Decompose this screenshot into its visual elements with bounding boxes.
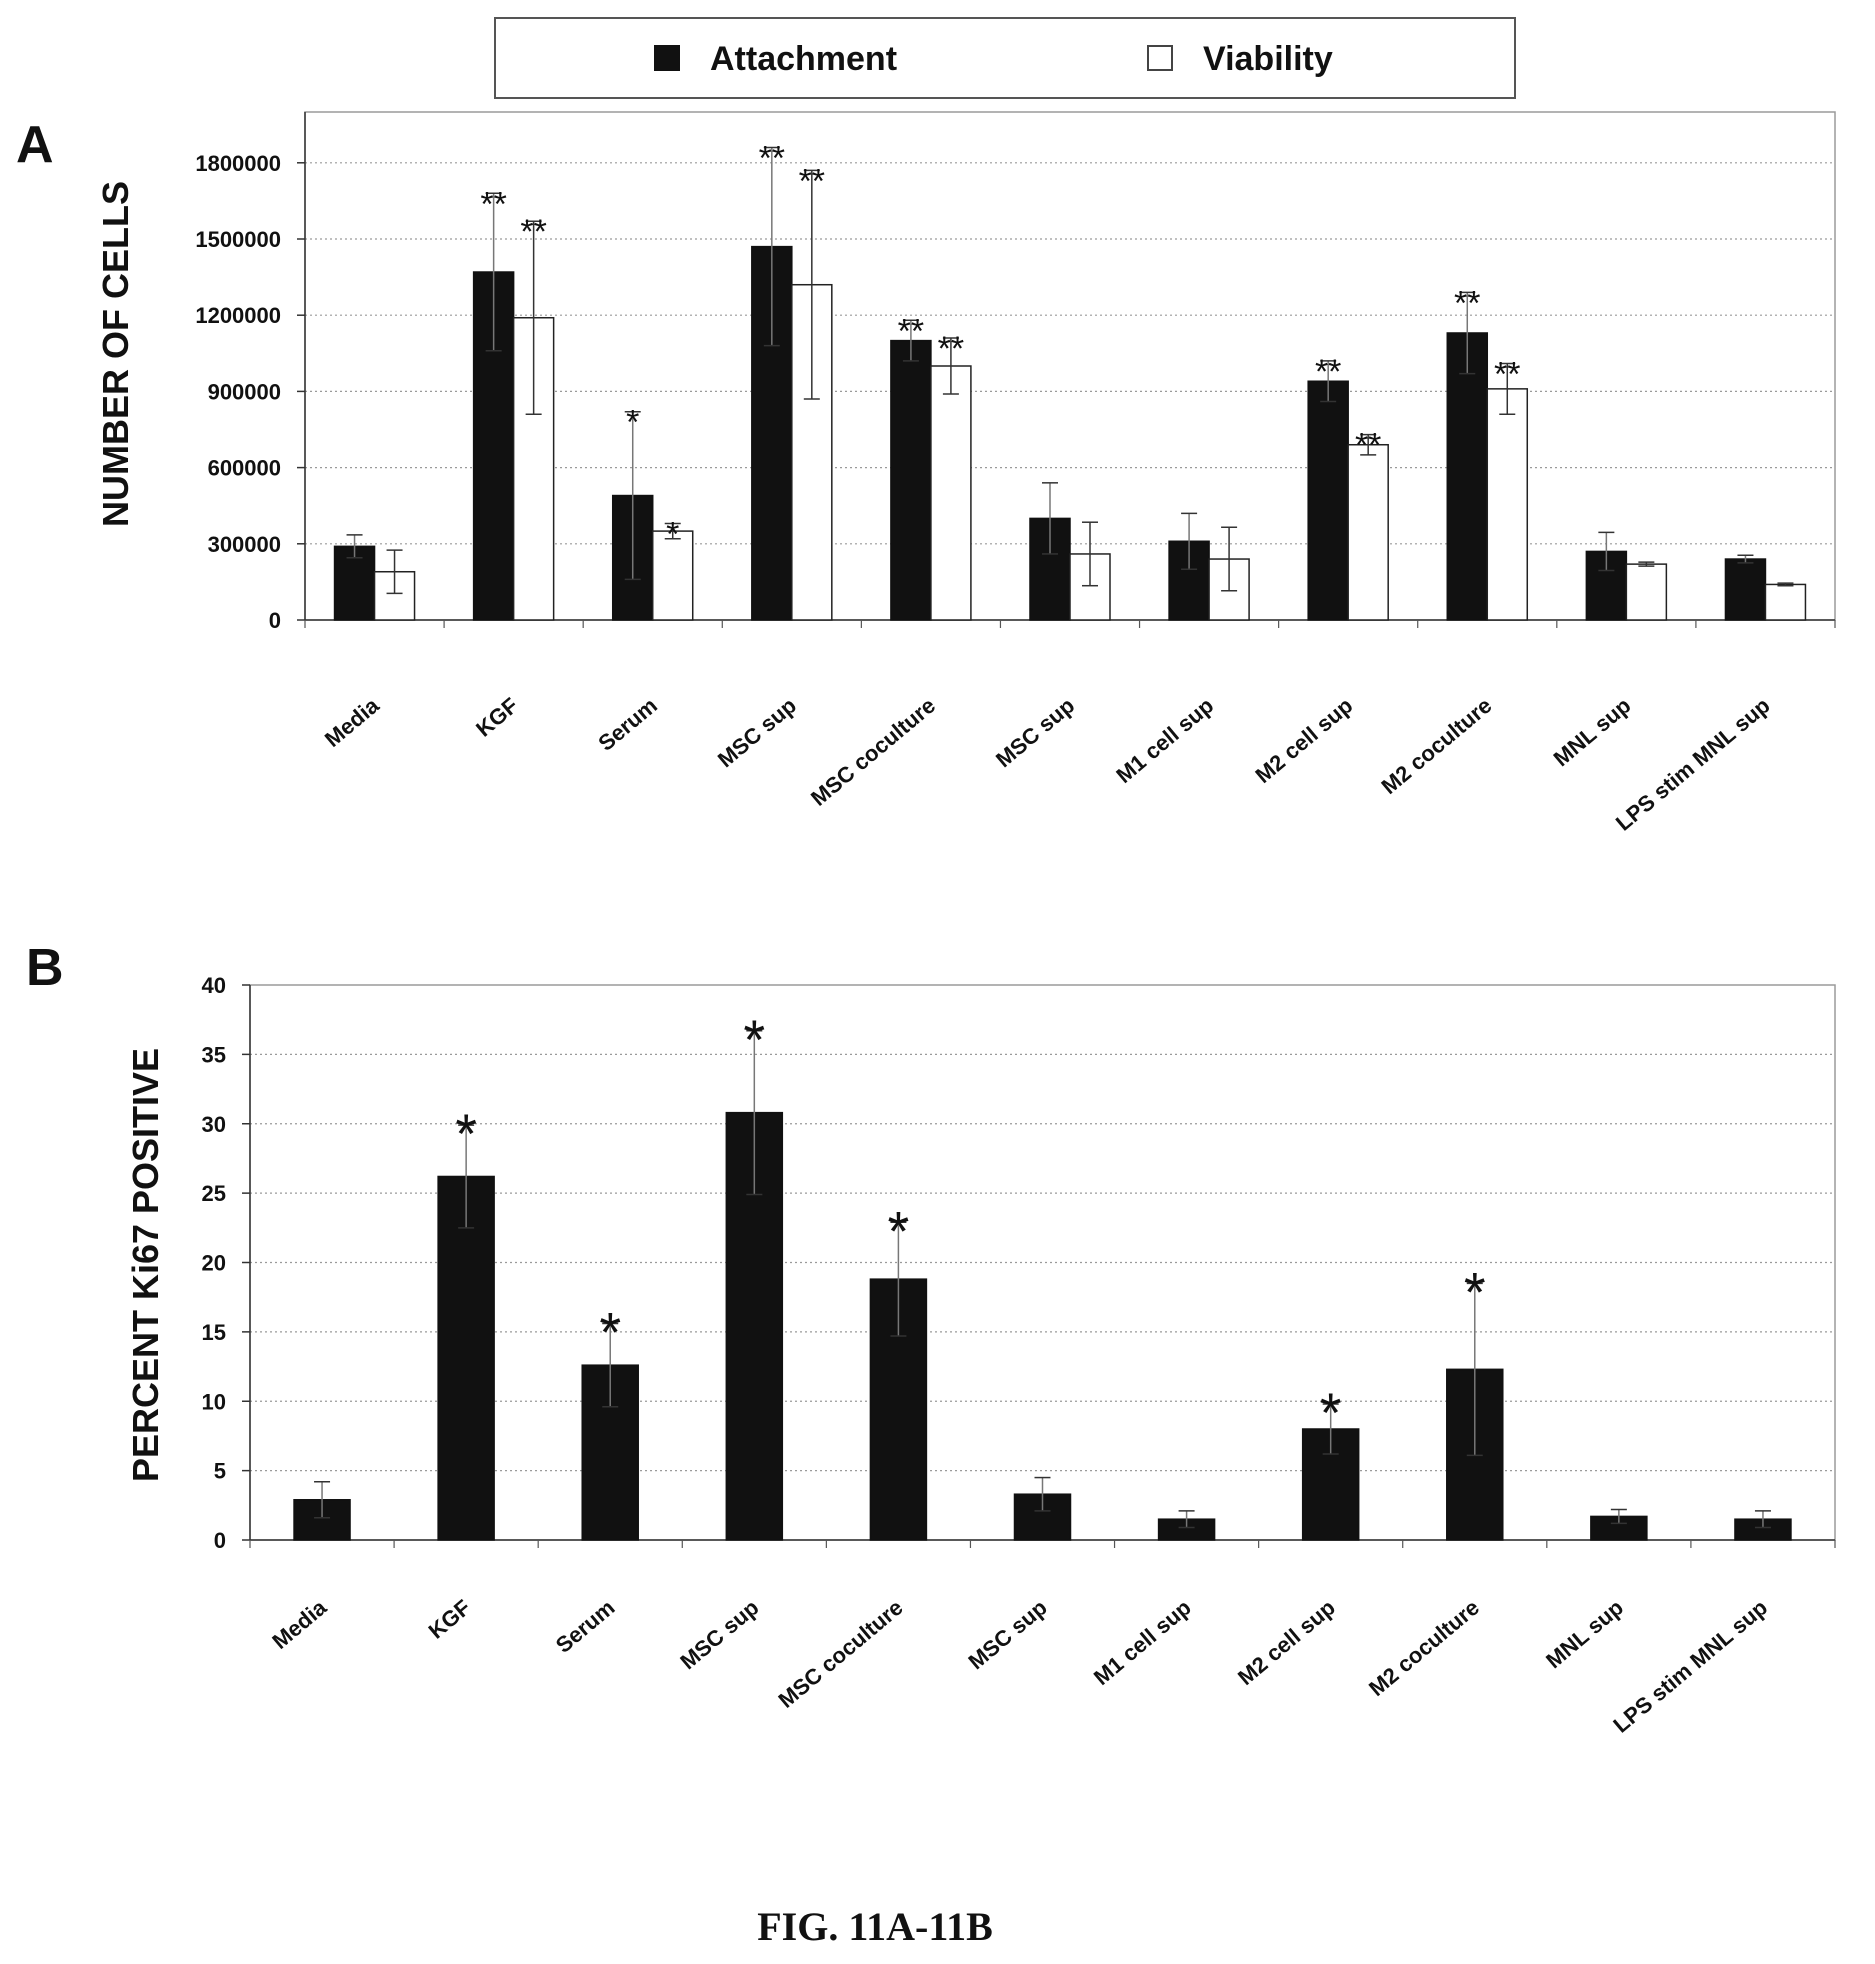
bar-ki67 (581, 1364, 639, 1541)
y-tick-label: 600000 (208, 456, 281, 481)
y-tick-label: 15 (202, 1320, 226, 1345)
y-tick-label: 25 (202, 1181, 226, 1206)
legend-frame (494, 17, 1516, 99)
significance-label: * (1320, 1381, 1342, 1444)
bar-attachment (1446, 332, 1489, 621)
legend-label-viability: Viability (1203, 40, 1333, 78)
significance-label: ** (938, 330, 964, 368)
y-tick-label: 1800000 (195, 151, 281, 176)
panel-b-ylabel: PERCENT Ki67 POSITIVE (125, 1048, 166, 1482)
legend-swatch-viability (1147, 45, 1173, 71)
category-label: MSC sup (964, 1595, 1052, 1675)
significance-label: * (743, 1008, 765, 1071)
panel-b-letter: B (26, 939, 64, 997)
bar-viability (1764, 583, 1807, 621)
significance-label: ** (799, 162, 825, 200)
category-label: MSC coculture (774, 1595, 908, 1713)
category-label: M1 cell sup (1089, 1595, 1196, 1690)
category-label: M2 cell sup (1250, 693, 1357, 788)
figure-caption: FIG. 11A-11B (757, 1904, 993, 1949)
bar-viability (1347, 443, 1389, 621)
significance-label: ** (1315, 353, 1341, 391)
bar-attachment (890, 339, 932, 621)
legend-label-attachment: Attachment (710, 40, 897, 78)
significance-label: ** (1355, 427, 1381, 465)
bar-attachment (1307, 380, 1349, 621)
significance-label: * (455, 1102, 477, 1165)
bar-ki67 (437, 1175, 495, 1541)
significance-label: ** (480, 185, 506, 223)
category-label: Serum (551, 1595, 620, 1658)
category-label: MNL sup (1549, 693, 1636, 772)
y-tick-label: 0 (269, 608, 281, 633)
bar-viability (930, 365, 972, 621)
significance-label: * (666, 515, 679, 553)
significance-label: ** (1454, 284, 1480, 322)
significance-label: * (888, 1199, 910, 1262)
panel-a-ylabel: NUMBER OF CELLS (95, 181, 136, 527)
category-label: MSC sup (991, 693, 1079, 773)
panel-a-chart: 0 300000 600000 900000 1200000 1500000 1800000… (195, 111, 1836, 836)
category-label: M2 coculture (1376, 693, 1496, 799)
y-tick-label: 900000 (208, 379, 281, 404)
bar-viability (1625, 563, 1668, 621)
y-tick-label: 0 (214, 1528, 226, 1553)
significance-label: ** (1494, 355, 1520, 393)
category-label: MSC coculture (806, 693, 940, 811)
category-label: MNL sup (1541, 1595, 1628, 1674)
legend-swatch-attachment (654, 45, 680, 71)
y-tick-label: 1500000 (195, 227, 281, 252)
category-label: LPS stim MNL sup (1611, 693, 1775, 836)
y-tick-label: 300000 (208, 532, 281, 557)
bar-viability (651, 530, 694, 621)
y-tick-label: 10 (202, 1389, 226, 1414)
panel-a-letter: A (16, 116, 54, 174)
category-label: KGF (471, 693, 523, 742)
bar-attachment (1724, 558, 1767, 621)
significance-label: * (599, 1301, 621, 1364)
y-tick-label: 5 (214, 1459, 226, 1484)
significance-label: * (1464, 1260, 1486, 1323)
significance-label: ** (520, 213, 546, 251)
category-label: Media (320, 692, 384, 752)
y-tick-label: 30 (202, 1112, 226, 1137)
category-label: M2 cell sup (1233, 1595, 1340, 1690)
significance-label: ** (759, 140, 785, 178)
bar-viability (1486, 388, 1529, 621)
category-label: MSC sup (713, 693, 801, 773)
bar-attachment (333, 545, 376, 621)
y-tick-label: 35 (202, 1042, 226, 1067)
category-label: KGF (424, 1595, 476, 1644)
significance-label: ** (898, 312, 924, 350)
category-label: LPS stim MNL sup (1608, 1595, 1772, 1738)
category-label: Serum (593, 693, 662, 756)
category-label: M1 cell sup (1111, 693, 1218, 788)
panel-b-chart: 0 5 10 15 20 25 30 35 40 * * * * * * Media KGF Serum MSC s… (202, 973, 1836, 1738)
category-label: M2 coculture (1364, 1595, 1484, 1701)
y-tick-label: 20 (202, 1251, 226, 1276)
category-label: Media (267, 1594, 331, 1654)
y-tick-label: 40 (202, 973, 226, 998)
legend: Attachment Viability (494, 17, 1516, 99)
significance-label: * (626, 404, 639, 442)
y-tick-label: 1200000 (195, 303, 281, 328)
category-label: MSC sup (675, 1595, 763, 1675)
